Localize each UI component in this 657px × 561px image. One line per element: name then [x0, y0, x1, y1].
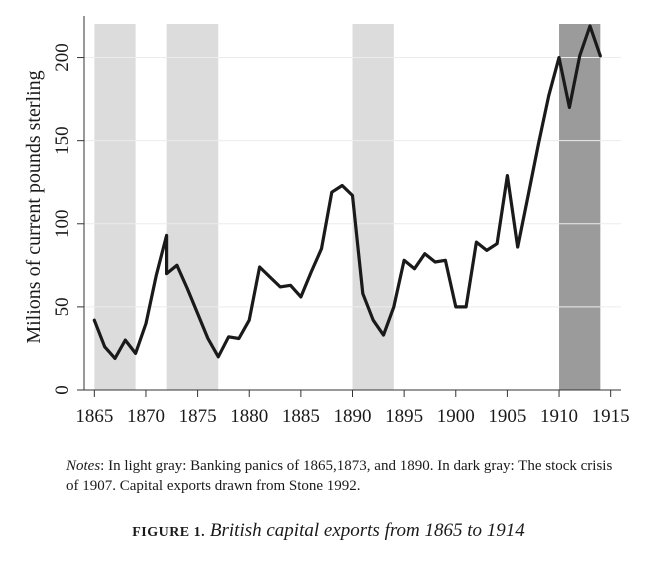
data-point-1898-34: [433, 260, 437, 264]
data-point-1886-22: [309, 270, 313, 274]
data-point-1868-3: [124, 338, 127, 342]
data-point-1884-20: [289, 284, 292, 287]
x-tick-label-1905: 1905: [488, 406, 526, 427]
data-point-1872-8: [165, 272, 168, 275]
tick-labels: 0 50 100 150 200 1865 1870 1875 1880 1885 1890 1895…: [52, 43, 630, 427]
x-tick-label-1865: 1865: [75, 406, 113, 427]
data-point-1867-2: [113, 357, 117, 360]
x-tick-label-1875: 1875: [179, 406, 217, 427]
data-point-1914-50: [599, 54, 602, 58]
data-point-1897-33: [423, 252, 426, 255]
data-point-1883-19: [279, 285, 282, 289]
data-point-1912-48: [578, 54, 581, 58]
data-point-1875-11: [196, 312, 199, 315]
data-point-1873-9: [175, 264, 179, 267]
data-point-1900-36: [454, 305, 457, 309]
y-tick-label-200: 200: [52, 43, 73, 72]
data-point-1894-30: [392, 305, 396, 309]
data-point-1880-16: [248, 318, 251, 322]
data-point-1879-15: [237, 337, 241, 340]
series-line: [92, 24, 602, 360]
figure-title: British capital exports from 1865 to 191…: [209, 520, 525, 541]
x-tick-label-1870: 1870: [127, 406, 165, 427]
data-point-1891-27: [361, 292, 365, 295]
data-point-1876-12: [206, 337, 210, 340]
data-point-1872-7: [165, 234, 168, 237]
figure-label: FIGURE 1.: [132, 525, 206, 540]
data-point-1895-31: [402, 259, 406, 262]
data-point-1874-10: [186, 287, 189, 290]
y-tick-label-50: 50: [52, 297, 73, 316]
y-tick-label-0: 0: [52, 385, 73, 395]
data-point-1889-25: [340, 184, 344, 187]
data-point-1885-21: [299, 295, 303, 299]
data-point-1905-41: [506, 174, 509, 177]
notes-text: : In light gray: Banking panics of 1865,…: [66, 458, 613, 494]
data-point-1888-24: [330, 190, 334, 194]
data-point-1865-0: [93, 318, 96, 322]
x-tick-label-1915: 1915: [592, 406, 630, 427]
notes-label: Notes: [66, 458, 101, 474]
data-point-1907-43: [526, 194, 530, 197]
x-tick-label-1895: 1895: [385, 406, 423, 427]
x-tick-label-1910: 1910: [540, 406, 578, 427]
capital-exports-chart: 0 50 100 150 200 1865 1870 1875 1880 1885 1890 1895…: [23, 16, 630, 427]
figure-caption: FIGURE 1. British capital exports from 1…: [0, 520, 657, 542]
data-point-1870-5: [144, 322, 148, 325]
figure-notes: Notes: In light gray: Banking panics of …: [66, 456, 626, 496]
shaded-band-1910-1914: [559, 24, 601, 390]
data-point-1910-46: [557, 56, 561, 59]
data-point-1913-49: [588, 24, 592, 28]
data-point-1893-29: [382, 333, 385, 337]
data-point-1871-6: [155, 274, 158, 277]
y-tick-label-100: 100: [52, 210, 73, 239]
data-point-1881-17: [258, 265, 261, 269]
data-point-1904-40: [495, 242, 499, 245]
y-tick-label-150: 150: [52, 126, 73, 155]
shaded-band-1872-1877: [166, 24, 219, 390]
data-point-1866-1: [103, 345, 106, 348]
data-point-1903-39: [485, 249, 488, 252]
data-point-1882-18: [268, 275, 272, 279]
x-tick-label-1880: 1880: [230, 406, 268, 427]
data-point-1890-26: [351, 194, 354, 197]
shaded-band-1865-1869: [94, 24, 136, 390]
x-tick-label-1890: 1890: [334, 406, 372, 427]
data-point-1902-38: [475, 240, 478, 244]
data-point-1908-44: [537, 142, 540, 146]
data-point-1901-37: [464, 305, 468, 309]
data-point-1877-13: [217, 355, 220, 358]
shaded-band-1890-1894: [352, 24, 394, 390]
y-axis-title: Milions of current pounds sterling: [23, 70, 45, 343]
data-point-1878-14: [227, 335, 230, 339]
data-point-1911-47: [568, 106, 571, 109]
shaded-periods: [94, 24, 601, 390]
x-tick-label-1885: 1885: [282, 406, 320, 427]
data-point-1869-4: [134, 352, 137, 355]
data-point-1909-45: [547, 94, 550, 97]
data-point-1899-35: [444, 259, 447, 262]
data-point-1887-23: [320, 247, 323, 250]
data-point-1892-28: [371, 318, 375, 322]
data-point-1896-32: [413, 267, 416, 270]
x-tick-label-1900: 1900: [437, 406, 475, 427]
data-point-1906-42: [516, 245, 519, 249]
